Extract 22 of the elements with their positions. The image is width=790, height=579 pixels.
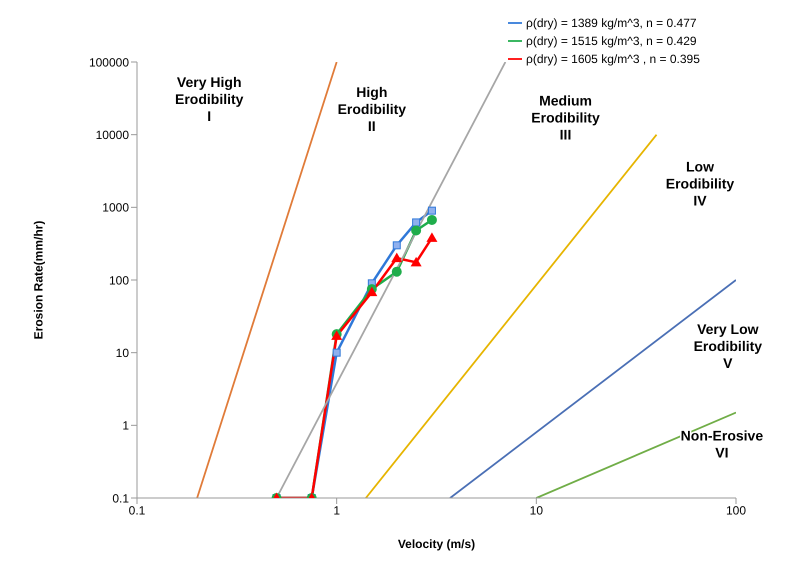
annotation: Very High Erodibility I: [175, 74, 244, 124]
x-tick-label: 1: [333, 504, 340, 518]
y-tick-label: 10000: [96, 128, 130, 142]
x-axis-title: Velocity (m/s): [398, 537, 476, 551]
annotation: Very Low Erodibility V: [694, 321, 762, 372]
y-tick-label: 0.1: [112, 491, 130, 506]
y-tick-label: 100000: [88, 55, 130, 70]
annotation: Medium Erodibility III: [531, 92, 600, 143]
y-axis-title: Erosion Rate(mm/hr): [31, 220, 46, 340]
y-tick-label: 10: [116, 346, 130, 360]
x-tick-label: 0.1: [128, 504, 146, 518]
annotation: Low Erodibility IV: [666, 158, 734, 209]
legend-label: ρ(dry) = 1389 kg/m^3, n = 0.477: [526, 16, 697, 30]
y-tick-label: 1: [122, 418, 130, 433]
x-tick-label: 10: [530, 504, 544, 518]
x-tick-label: 100: [726, 504, 746, 518]
y-tick-label: 100: [108, 273, 130, 288]
legend-label: ρ(dry) = 1605 kg/m^3 , n = 0.395: [526, 52, 700, 66]
y-tick-label: 1000: [102, 200, 130, 215]
legend-label: ρ(dry) = 1515 kg/m^3, n = 0.429: [526, 34, 697, 48]
annotation: Non-Erosive VI: [680, 427, 764, 460]
annotation: High Erodibility II: [338, 84, 406, 134]
